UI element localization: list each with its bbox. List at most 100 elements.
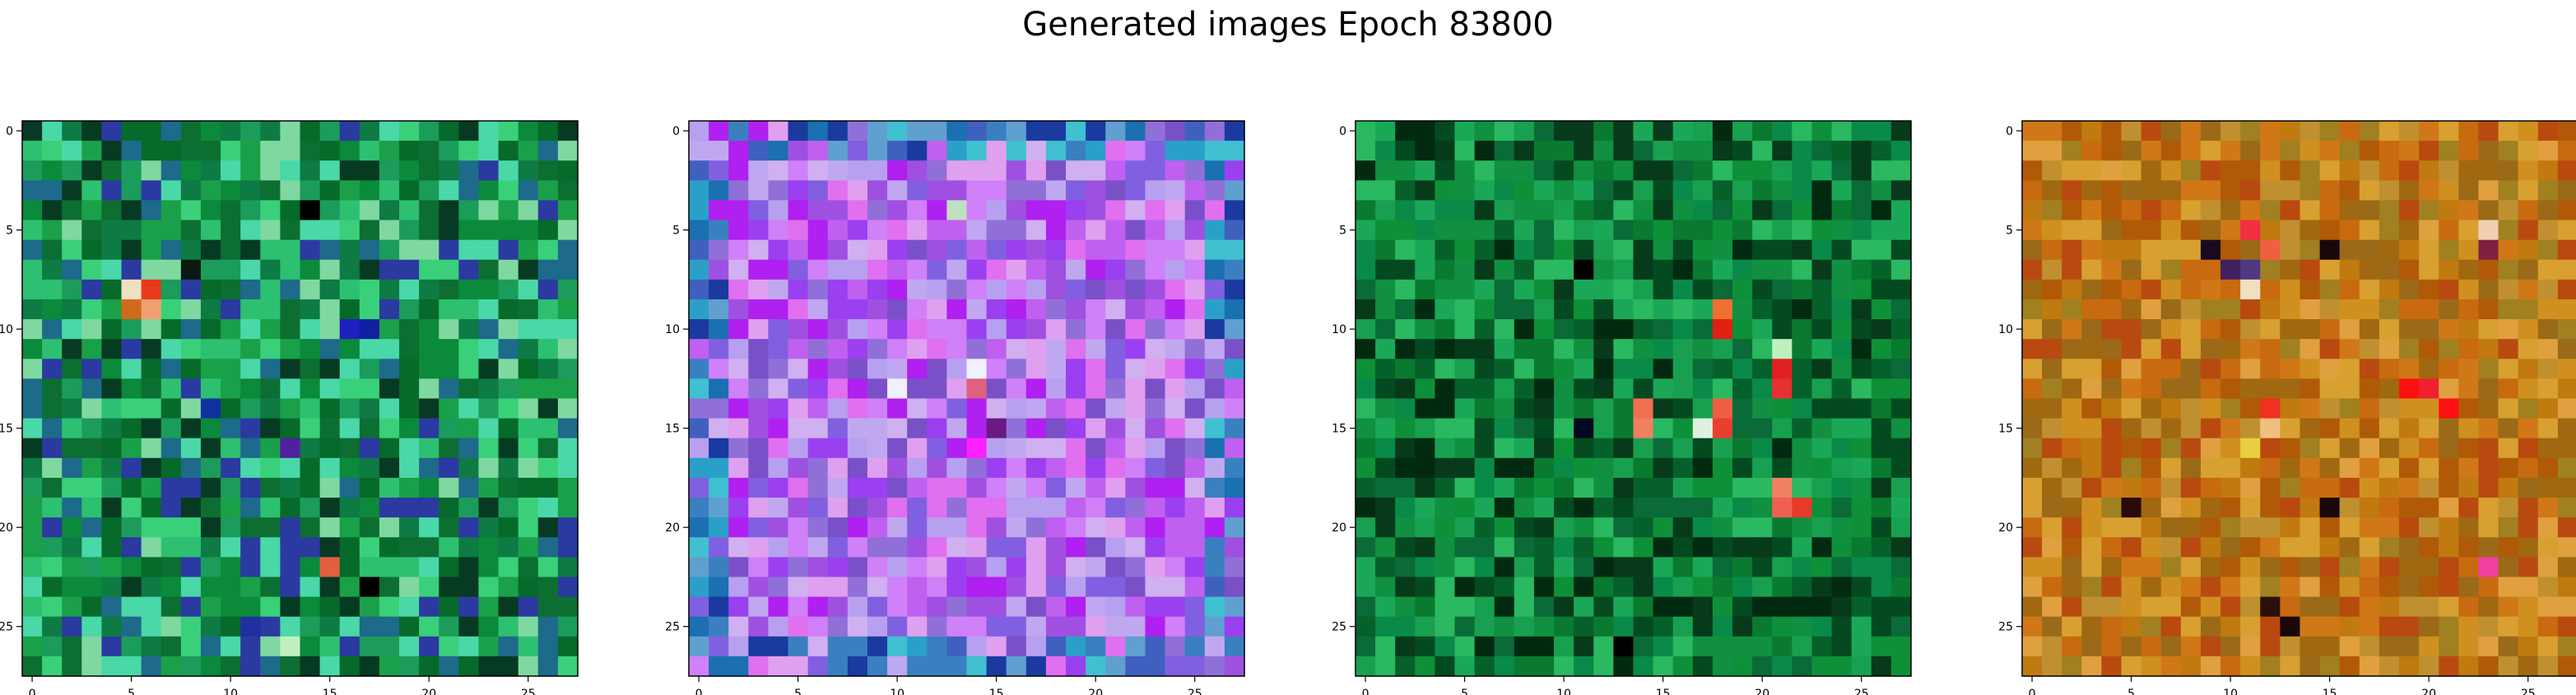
pixel-cell <box>709 279 729 300</box>
y-tick-label: 15 <box>0 423 13 436</box>
pixel-cell <box>1851 517 1872 538</box>
pixel-cell <box>180 498 202 518</box>
pixel-cell <box>2537 141 2559 161</box>
pixel-cell <box>2022 319 2043 340</box>
pixel-cell <box>2022 279 2043 300</box>
pixel-cell <box>1494 259 1515 280</box>
pixel-cell <box>2101 498 2123 518</box>
pixel-cell <box>141 200 162 221</box>
pixel-cell <box>1395 477 1416 498</box>
pixel-cell <box>1045 498 1067 518</box>
pixel-cell <box>2299 398 2321 419</box>
pixel-cell <box>2240 656 2261 677</box>
pixel-cell <box>121 141 142 161</box>
pixel-cell <box>2200 656 2221 677</box>
pixel-cell <box>1732 457 1753 479</box>
pixel-cell <box>1712 438 1733 459</box>
pixel-cell <box>2557 596 2576 618</box>
pixel-cell <box>768 457 789 479</box>
pixel-cell <box>788 299 809 320</box>
pixel-cell <box>2081 279 2103 300</box>
pixel-cell <box>379 259 400 280</box>
pixel-cell <box>807 477 829 498</box>
pixel-cell <box>2478 636 2499 657</box>
pixel-cell <box>1165 319 1186 340</box>
pixel-cell <box>1434 121 1456 141</box>
pixel-cell <box>1105 160 1126 181</box>
pixel-cell <box>2478 299 2499 320</box>
pixel-cell <box>1533 636 1555 657</box>
pixel-cell <box>1772 596 1793 618</box>
pixel-cell <box>986 418 1007 439</box>
pixel-cell <box>2280 180 2301 202</box>
pixel-cell <box>2280 121 2301 141</box>
pixel-cell <box>1871 239 1892 261</box>
pixel-cell <box>300 141 321 161</box>
pixel-cell <box>2299 279 2321 300</box>
pixel-cell <box>2042 160 2062 181</box>
pixel-cell <box>1831 279 1853 300</box>
pixel-cell <box>1653 517 1674 538</box>
pixel-cell <box>1574 279 1594 300</box>
pixel-cell <box>1792 636 1813 657</box>
pixel-cell <box>1653 577 1674 598</box>
pixel-cell <box>359 656 380 677</box>
pixel-cell <box>2319 239 2341 261</box>
pixel-cell <box>907 239 928 261</box>
pixel-cell <box>1184 636 1206 657</box>
pixel-cell <box>1574 418 1594 439</box>
pixel-cell <box>399 656 420 677</box>
pixel-cell <box>2419 477 2439 498</box>
pixel-cell <box>1454 239 1476 261</box>
pixel-cell <box>986 160 1007 181</box>
pixel-cell <box>2378 259 2400 280</box>
pixel-cell <box>2478 498 2499 518</box>
pixel-cell <box>2419 517 2439 538</box>
pixel-cell <box>1395 636 1416 657</box>
pixel-cell <box>2220 438 2241 459</box>
pixel-cell <box>1514 279 1535 300</box>
pixel-cell <box>1145 498 1166 518</box>
pixel-cell <box>22 517 43 538</box>
pixel-cell <box>1006 359 1027 379</box>
pixel-cell <box>200 239 221 261</box>
pixel-cell <box>1184 339 1206 359</box>
pixel-cell <box>709 596 729 618</box>
pixel-cell <box>478 438 500 459</box>
pixel-cell <box>359 378 380 400</box>
pixel-cell <box>1105 577 1126 598</box>
pixel-cell <box>2160 517 2182 538</box>
pixel-cell <box>2240 537 2261 558</box>
pixel-cell <box>2220 418 2241 439</box>
pixel-cell <box>379 537 400 558</box>
pixel-cell <box>689 319 709 340</box>
pixel-cell <box>2378 378 2400 400</box>
pixel-cell <box>1851 378 1872 400</box>
pixel-cell <box>221 359 241 379</box>
pixel-cell <box>1811 160 1833 181</box>
pixel-cell <box>1574 498 1594 518</box>
pixel-cell <box>200 577 221 598</box>
pixel-cell <box>101 160 123 181</box>
pixel-cell <box>1224 180 1245 202</box>
pixel-cell <box>200 121 221 141</box>
pixel-cell <box>1204 457 1225 479</box>
pixel-cell <box>81 457 103 479</box>
pixel-cell <box>2458 537 2480 558</box>
pixel-cell <box>2180 577 2202 598</box>
pixel-cell <box>1871 438 1892 459</box>
pixel-cell <box>1633 457 1654 479</box>
pixel-cell <box>2022 616 2043 637</box>
pixel-cell <box>537 398 559 419</box>
pixel-cell <box>2518 299 2539 320</box>
pixel-cell <box>1613 180 1634 202</box>
pixel-cell <box>2319 398 2341 419</box>
pixel-cell <box>1105 378 1126 400</box>
pixel-cell <box>1672 239 1694 261</box>
pixel-cell <box>1672 259 1694 280</box>
pixel-cell <box>180 418 202 439</box>
pixel-cell <box>1454 636 1476 657</box>
x-tick-label: 5 <box>2127 688 2135 695</box>
pixel-cell <box>689 418 709 439</box>
pixel-cell <box>2419 141 2439 161</box>
